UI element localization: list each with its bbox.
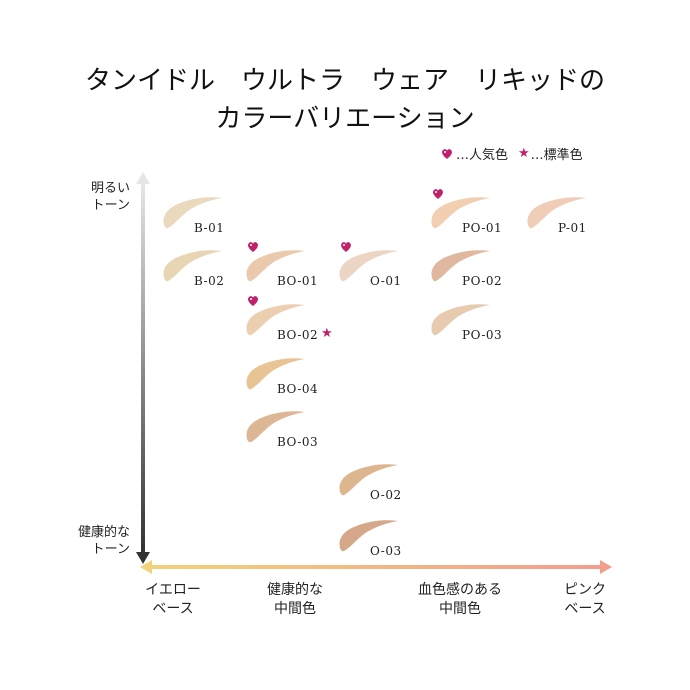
heart-icon xyxy=(341,242,351,252)
xaxis-label-rosy: 血色感のある 中間色 xyxy=(418,582,502,617)
horizontal-axis xyxy=(152,565,600,569)
vertical-axis xyxy=(141,182,145,552)
xaxis-label-pink: ピンク ベース xyxy=(564,582,606,617)
swatch-bo-01 xyxy=(246,250,305,282)
swatch-po-02 xyxy=(431,250,490,282)
swatch-po-01 xyxy=(431,197,490,229)
shade-code-po-01: PO-01 xyxy=(462,221,503,235)
legend-standard-label: …標準色 xyxy=(530,148,583,163)
shade-code-o-01: O-01 xyxy=(370,274,402,288)
xaxis-label-healthy: 健康的な 中間色 xyxy=(267,582,323,617)
heart-icon xyxy=(248,296,258,306)
swatch-bo-03 xyxy=(246,411,305,443)
yaxis-top-label: 明るい トーン xyxy=(90,181,130,213)
heart-icon xyxy=(442,148,452,159)
legend: …人気色 ★ …標準色 xyxy=(440,144,583,163)
shade-code-po-03: PO-03 xyxy=(462,328,503,342)
swatch-o-02 xyxy=(339,464,398,496)
shade-code-bo-02: BO-02 xyxy=(277,328,319,342)
swatch-p-01 xyxy=(527,197,586,229)
heart-icon xyxy=(433,189,443,199)
swatch-po-03 xyxy=(431,304,490,336)
horizontal-axis-arrow-right xyxy=(600,560,612,574)
shade-code-p-01: P-01 xyxy=(558,221,587,235)
shade-code-po-02: PO-02 xyxy=(462,274,503,288)
swatch-b-01 xyxy=(163,197,222,229)
yaxis-bottom-label: 健康的な トーン xyxy=(77,525,130,557)
shade-code-bo-01: BO-01 xyxy=(277,274,319,288)
heart-icon xyxy=(248,242,258,252)
legend-popular-label: …人気色 xyxy=(456,148,509,163)
shade-code-b-02: B-02 xyxy=(194,274,225,288)
shade-code-bo-04: BO-04 xyxy=(277,382,319,396)
swatch-bo-04 xyxy=(246,358,305,390)
star-icon: ★ xyxy=(518,146,530,161)
shade-code-bo-03: BO-03 xyxy=(277,435,319,449)
swatch-o-01 xyxy=(339,250,398,282)
title-line-2: カラーバリエーション xyxy=(215,104,475,134)
shade-code-o-03: O-03 xyxy=(370,544,402,558)
swatch-bo-02 xyxy=(246,304,305,336)
shade-code-o-02: O-02 xyxy=(370,488,402,502)
swatch-b-02 xyxy=(163,250,222,282)
xaxis-label-yellow: イエロー ベース xyxy=(145,582,201,617)
shade-code-b-01: B-01 xyxy=(194,221,225,235)
horizontal-axis-arrow-left xyxy=(140,560,152,574)
title-line-1: タンイドル ウルトラ ウェア リキッドの xyxy=(84,66,605,96)
swatch-o-03 xyxy=(339,520,398,552)
vertical-axis-arrow-down xyxy=(136,552,150,564)
vertical-axis-arrow-up xyxy=(136,172,150,184)
star-icon: ★ xyxy=(321,326,333,341)
